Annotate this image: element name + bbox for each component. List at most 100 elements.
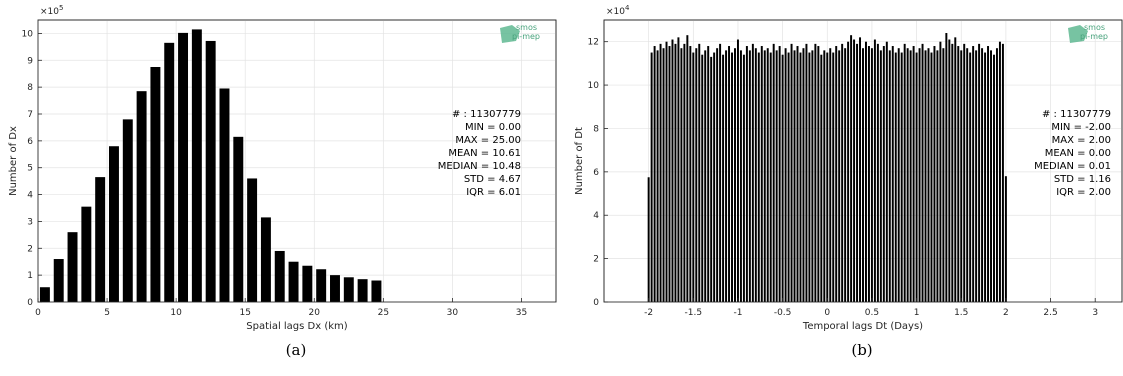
bar [832, 52, 835, 303]
y-tick-label: 9 [27, 56, 33, 66]
bar [945, 33, 948, 303]
bar [870, 48, 873, 303]
stat-line: IQR = 2.00 [1056, 187, 1111, 198]
bar [954, 37, 957, 302]
x-tick-label: 25 [378, 308, 389, 318]
bar [882, 46, 885, 303]
bar [912, 46, 915, 303]
bar [653, 46, 656, 303]
bar [164, 42, 175, 302]
bar [835, 46, 838, 303]
bar [864, 41, 867, 302]
bar [933, 46, 936, 303]
y-exponent-base: ×10 [606, 7, 625, 17]
bar [787, 52, 790, 303]
x-tick-label: 30 [447, 308, 459, 318]
bar [677, 37, 680, 302]
bar [716, 48, 719, 303]
stat-line: STD = 1.16 [1054, 174, 1111, 185]
bar [966, 48, 969, 303]
bar [790, 43, 793, 302]
bar [784, 48, 787, 303]
bar [760, 46, 763, 303]
bar [844, 48, 847, 303]
bar [674, 43, 677, 302]
x-tick-label: 2 [1003, 308, 1009, 318]
bar [274, 250, 285, 302]
bar [136, 91, 147, 303]
bar [745, 46, 748, 303]
bar [647, 177, 650, 302]
logo-mark-icon [500, 25, 520, 43]
bar [343, 277, 354, 302]
bar [802, 48, 805, 303]
bar [671, 39, 674, 303]
bar [763, 50, 766, 302]
y-exponent-base: ×10 [40, 7, 59, 17]
bar [942, 48, 945, 303]
x-tick-label: 0.5 [865, 308, 879, 318]
bar [371, 280, 382, 302]
stat-line: MIN = -2.00 [1051, 122, 1111, 133]
bar [995, 48, 998, 303]
y-tick-label: 12 [588, 38, 599, 48]
x-tick-label: 0 [35, 308, 41, 318]
bar [731, 52, 733, 303]
bar [867, 46, 870, 303]
bar [939, 41, 942, 302]
bar [53, 259, 64, 302]
axes-frame [37, 19, 557, 303]
bar [775, 50, 778, 302]
bar [689, 46, 692, 303]
x-tick-label: -1 [733, 308, 742, 318]
bar [885, 41, 888, 302]
bar [734, 48, 736, 303]
logo-text-line: smos [516, 23, 537, 32]
bar [915, 52, 918, 303]
bar [850, 35, 853, 302]
bar [930, 52, 933, 303]
y-tick-label: 8 [593, 124, 599, 134]
bar [754, 48, 757, 303]
y-exponent-power: 4 [625, 4, 630, 12]
y-tick-label: 6 [593, 168, 599, 178]
bar [909, 50, 912, 302]
y-tick-label: 0 [27, 298, 33, 308]
bar [701, 54, 704, 303]
bar [969, 52, 972, 303]
bar [799, 52, 802, 303]
bar [897, 48, 900, 303]
bar [924, 50, 927, 302]
x-tick-label: 1 [914, 308, 920, 318]
bar [900, 52, 903, 303]
bar [748, 50, 751, 302]
bar [695, 48, 698, 303]
stat-line: MEDIAN = 10.48 [438, 161, 521, 172]
bar [233, 136, 244, 302]
x-tick-label: 3 [1092, 308, 1098, 318]
y-tick-label: 4 [27, 191, 33, 201]
bar [719, 43, 722, 302]
bar [704, 50, 707, 302]
chart-b: -2 -1.5 -1 -0.5 0 0.5 1 1.5 2 2.5 3024681012×104Te… [574, 4, 1123, 359]
stat-line: MEDIAN = 0.01 [1034, 161, 1111, 172]
bar [178, 32, 189, 303]
bar [766, 48, 769, 303]
bar [903, 43, 906, 302]
logo-text-line: pi-mep [512, 32, 540, 41]
logo-text-line: smos [1084, 23, 1105, 32]
bar [936, 50, 939, 302]
x-axis-label: Spatial lags Dx (km) [246, 321, 347, 332]
y-axis-label: Number of Dx [8, 126, 19, 196]
y-tick-label: 1 [27, 271, 33, 281]
bar [260, 217, 271, 302]
bar [820, 54, 823, 303]
bar [972, 46, 975, 303]
bar [829, 48, 832, 303]
bar [713, 52, 716, 303]
bar [805, 43, 808, 302]
